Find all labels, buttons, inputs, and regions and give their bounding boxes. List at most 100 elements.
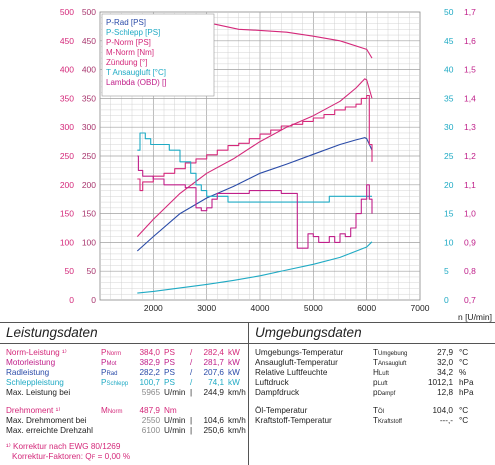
environment-symbol-sub: Luft (378, 371, 389, 377)
environment-unit: hPa (459, 378, 474, 387)
right-tick-label: 0,7 (464, 295, 476, 305)
legend-entry: P-Norm [PS] (106, 38, 151, 47)
performance-divider (0, 343, 248, 344)
right-tick-label: 10 (444, 237, 454, 247)
performance-cell-sub: Norm (107, 409, 123, 415)
environment-symbol: TÖl (373, 406, 385, 415)
environment-value: 12,8 (437, 388, 453, 397)
performance-cell-v1: 5965 (141, 388, 160, 397)
environment-symbol-sub: Öl (378, 409, 385, 415)
right-tick-label: 30 (444, 122, 454, 132)
environment-symbol: HLuft (373, 368, 389, 377)
performance-cell-v2: 250,6 (203, 426, 225, 435)
environment-divider (249, 343, 495, 344)
environment-title: Umgebungsdaten (255, 325, 362, 340)
right-tick-label: 45 (444, 36, 454, 46)
environment-symbol-sub: Kraftstoff (378, 419, 402, 425)
right-tick-label: 1,5 (464, 65, 476, 75)
environment-symbol: pLuft (373, 378, 388, 387)
series-line (136, 78, 373, 237)
performance-cell-u2: kW (228, 358, 240, 367)
footnote-factors-label: Korrektur-Faktoren: QF = 0,00 % (12, 452, 131, 461)
environment-value: 104,0 (432, 406, 454, 415)
x-tick-label: 5000 (304, 303, 323, 313)
performance-cell-label: Max. Drehmoment bei (6, 416, 87, 425)
performance-cell-v2: 104,6 (203, 416, 225, 425)
left-tick-label: 200 (82, 180, 96, 190)
performance-cell-v2: 282,4 (203, 348, 225, 357)
performance-cell-v1: 2550 (141, 416, 160, 425)
performance-cell-sym: MNorm (101, 406, 123, 415)
right-tick-label: 0 (444, 295, 449, 305)
legend-entry: Zündung [°] (106, 58, 147, 67)
left-tick-label: 0 (91, 295, 96, 305)
environment-value: 1012,1 (427, 378, 453, 387)
environment-value: 32,0 (437, 358, 453, 367)
performance-cell-v1: 282,2 (139, 368, 161, 377)
environment-unit: hPa (459, 388, 474, 397)
x-axis-label: n [U/min] (458, 312, 492, 322)
performance-cell-v2: 244,9 (203, 388, 225, 397)
performance-cell-sub: Mot (106, 361, 117, 367)
environment-value: 34,2 (437, 368, 453, 377)
performance-cell-label: Max. Leistung bei (6, 388, 71, 397)
performance-cell-u1: U/min (164, 426, 186, 435)
environment-symbol: TKraftstoff (373, 416, 402, 425)
environment-symbol: TUmgebung (373, 348, 408, 357)
environment-panel: Umgebungsdaten Umgebungs-Temperatur TUmge… (249, 322, 495, 465)
performance-cell-label: Drehmoment ¹⁾ (6, 406, 61, 415)
right-tick-label: 15 (444, 209, 454, 219)
environment-label: Kraftstoff-Temperatur (255, 416, 332, 425)
left-tick-label: 350 (60, 93, 74, 103)
chart-legend: P-Rad [PS]P-Schlepp [PS]P-Norm [PS]M-Nor… (101, 13, 215, 97)
performance-cell-sep: / (190, 378, 193, 387)
performance-cell-label: Radleistung (6, 368, 50, 377)
performance-cell-label: Norm-Leistung ¹⁾ (6, 348, 67, 357)
performance-cell-sep: | (190, 426, 193, 435)
right-tick-label: 40 (444, 65, 454, 75)
left-tick-label: 100 (60, 237, 74, 247)
performance-cell-label: Max. erreichte Drehzahl (6, 426, 93, 435)
environment-symbol-sub: Ansaugluft (378, 361, 407, 367)
series-line (137, 155, 373, 249)
left-tick-label: 350 (82, 93, 96, 103)
performance-cell-sub: Rad (106, 371, 118, 377)
x-tick-label: 4000 (251, 303, 270, 313)
right-tick-label: 20 (444, 180, 454, 190)
left-tick-label: 250 (60, 151, 74, 161)
left-tick-label: 50 (87, 266, 97, 276)
right-tick-label: 50 (444, 7, 454, 17)
performance-cell-v1: 6100 (141, 426, 160, 435)
performance-cell-sep: / (190, 368, 193, 377)
performance-cell-v2: 207,6 (203, 368, 225, 377)
performance-cell-sym: PSchlepp (101, 378, 129, 387)
right-tick-label: 1,3 (464, 122, 476, 132)
environment-label: Luftdruck (255, 378, 289, 387)
performance-cell-u1: U/min (164, 416, 186, 425)
performance-cell-u1: Nm (164, 406, 177, 415)
performance-cell-v2: 74,1 (208, 378, 224, 387)
environment-unit: °C (459, 358, 469, 367)
legend-entry: M-Norm [Nm] (106, 48, 154, 57)
x-tick-label: 6000 (357, 303, 376, 313)
series-line (136, 137, 373, 252)
environment-unit: °C (459, 416, 469, 425)
left-tick-label: 450 (60, 36, 74, 46)
legend-entry: T Ansaugluft [°C] (106, 68, 166, 77)
right-tick-label: 25 (444, 151, 454, 161)
left-tick-label: 0 (69, 295, 74, 305)
right-tick-label: 1,2 (464, 151, 476, 161)
performance-cell-u1: PS (164, 368, 175, 377)
performance-cell-u2: kW (228, 348, 240, 357)
performance-cell-v1: 384,0 (139, 348, 161, 357)
left-tick-label: 150 (82, 209, 96, 219)
performance-cell-v1: 382,9 (139, 358, 161, 367)
performance-cell-u1: U/min (164, 388, 186, 397)
left-tick-label: 400 (60, 65, 74, 75)
right-tick-label: 1,4 (464, 93, 476, 103)
series-line (137, 241, 373, 294)
performance-cell-u1: PS (164, 348, 175, 357)
performance-title: Leistungsdaten (6, 325, 98, 340)
chart-series (136, 18, 373, 294)
environment-unit: °C (459, 406, 469, 415)
